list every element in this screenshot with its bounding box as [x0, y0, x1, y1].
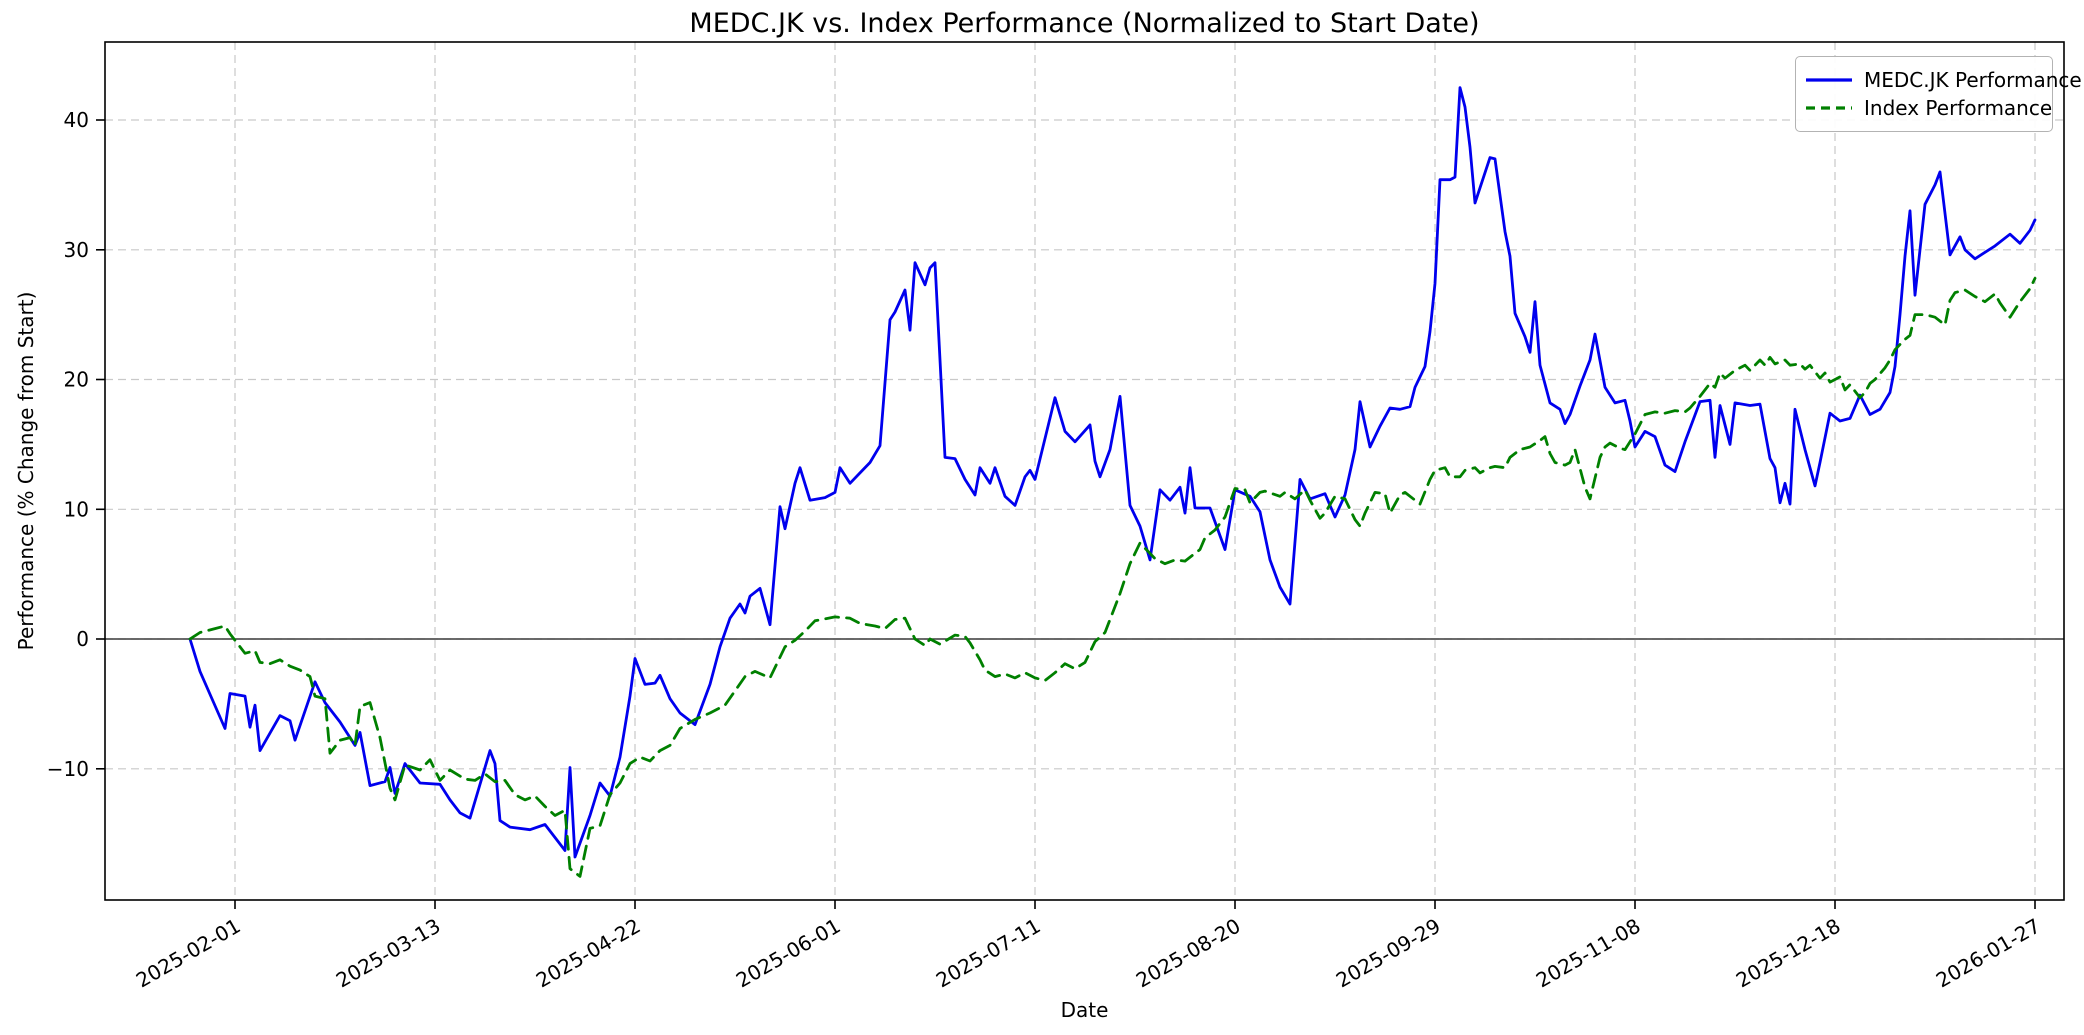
svg-text:2025-04-22: 2025-04-22: [532, 914, 645, 993]
legend-label-index: Index Performance: [1864, 96, 2053, 120]
chart-legend: MEDC.JK Performance Index Performance: [1795, 56, 2082, 132]
svg-text:2025-11-08: 2025-11-08: [1532, 914, 1645, 993]
x-axis-label: Date: [1060, 998, 1109, 1022]
svg-text:2025-03-13: 2025-03-13: [332, 914, 445, 993]
svg-text:0: 0: [76, 627, 89, 651]
legend-item-index: Index Performance: [1806, 94, 2052, 122]
svg-text:2025-06-01: 2025-06-01: [732, 914, 845, 993]
svg-text:2025-08-20: 2025-08-20: [1132, 914, 1245, 993]
svg-text:−10: −10: [47, 757, 89, 781]
solid-line-icon: [1806, 78, 1852, 82]
legend-label-medcjk: MEDC.JK Performance: [1864, 68, 2082, 92]
svg-text:10: 10: [64, 497, 89, 521]
svg-text:20: 20: [64, 368, 89, 392]
y-axis-label: Performance (% Change from Start): [14, 291, 38, 651]
svg-text:30: 30: [64, 238, 89, 262]
dashed-line-icon: [1806, 106, 1852, 110]
svg-text:2025-12-18: 2025-12-18: [1732, 914, 1845, 993]
chart-title: MEDC.JK vs. Index Performance (Normalize…: [689, 8, 1480, 39]
svg-text:2025-07-11: 2025-07-11: [932, 914, 1045, 993]
svg-text:2026-01-27: 2026-01-27: [1932, 914, 2045, 993]
legend-item-medcjk: MEDC.JK Performance: [1806, 66, 2082, 94]
svg-text:2025-09-29: 2025-09-29: [1332, 914, 1445, 993]
svg-text:40: 40: [64, 108, 89, 132]
svg-text:2025-02-01: 2025-02-01: [132, 914, 245, 993]
